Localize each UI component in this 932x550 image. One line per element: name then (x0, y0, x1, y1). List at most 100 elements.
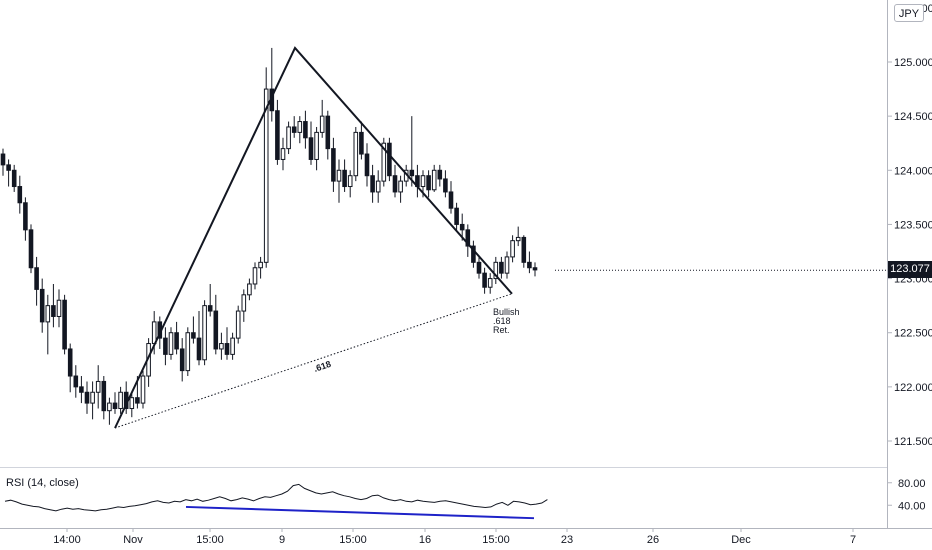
candle (230, 332, 235, 360)
currency-badge[interactable]: JPY (894, 4, 924, 22)
price-tick-label: 121.500 (894, 436, 932, 448)
last-price-tag: 123.077 (888, 261, 932, 278)
time-tick-label: Nov (123, 534, 143, 546)
price-tick-label: 124.000 (894, 165, 932, 177)
candle (291, 116, 297, 138)
rsi-pane: RSI (14, close) (4, 477, 548, 520)
candle-body (45, 305, 51, 323)
candle (39, 278, 45, 333)
candle-body (56, 299, 62, 317)
time-tick-label: 15:00 (482, 534, 510, 546)
candle (527, 251, 532, 274)
candle-body (107, 402, 112, 412)
candle (431, 164, 437, 192)
candle-body (510, 240, 515, 258)
candle (336, 159, 342, 203)
candle (207, 283, 213, 317)
candle (515, 226, 521, 247)
candle-body (207, 305, 213, 312)
candle (107, 397, 112, 425)
candle (286, 121, 291, 155)
candle (426, 170, 431, 198)
candle (213, 294, 219, 355)
candle (6, 159, 11, 187)
time-tick-label: 26 (647, 534, 659, 546)
time-tick-label: 7 (850, 534, 856, 546)
candle-body (258, 261, 263, 269)
candle-body (465, 229, 471, 247)
time-tick-label: Dec (731, 534, 751, 546)
candle-body (235, 310, 241, 339)
candle-body (532, 267, 538, 271)
candle (196, 311, 202, 366)
candle (252, 262, 258, 290)
candle-body (471, 245, 476, 263)
candle-body (101, 380, 107, 412)
candle-body (263, 88, 269, 263)
candle-body (79, 386, 84, 393)
candle-body (297, 121, 303, 133)
candle-body (398, 180, 403, 193)
candle-body (112, 402, 118, 410)
candle-body (241, 294, 247, 312)
candle-body (342, 169, 347, 188)
candle-body (118, 391, 123, 410)
candle-body (437, 169, 443, 180)
candle (331, 137, 336, 192)
price-tick-label: 123.500 (894, 219, 932, 231)
time-tick-label: 14:00 (53, 534, 81, 546)
candle (101, 376, 107, 420)
candle (532, 262, 538, 277)
candle (521, 235, 527, 268)
candle (504, 251, 510, 279)
candle-body (482, 272, 487, 288)
candle (359, 121, 364, 160)
candle-body (454, 207, 459, 225)
candle (23, 197, 28, 241)
candle (112, 392, 118, 414)
candle (79, 376, 84, 404)
candle (247, 278, 252, 301)
candle (185, 327, 191, 377)
candle (84, 381, 90, 414)
candle-body (252, 267, 258, 285)
time-tick-label: 23 (561, 534, 573, 546)
candle-body (224, 343, 230, 355)
candle-body (487, 278, 493, 288)
candle-body (174, 332, 179, 350)
candle-body (51, 305, 56, 317)
candle (118, 386, 123, 414)
candle (487, 273, 493, 294)
candle (364, 143, 370, 187)
candle (482, 267, 487, 294)
candle-body (331, 148, 336, 182)
price-tick-label: 125.000 (894, 57, 932, 69)
price-tick-label: 124.500 (894, 111, 932, 123)
candle (45, 294, 51, 355)
candle-body (521, 236, 527, 263)
candle-body (409, 169, 415, 177)
candle-body (179, 348, 185, 372)
candle-body (73, 375, 79, 388)
time-tick-label: 9 (279, 534, 285, 546)
candle-body (185, 332, 191, 372)
candle (11, 164, 17, 192)
candle-body (286, 126, 291, 150)
candle (314, 126, 319, 171)
candle (392, 164, 398, 198)
candle (347, 170, 353, 198)
candle-body (17, 186, 23, 204)
candle (308, 121, 314, 165)
candle-body (370, 175, 375, 193)
candle-body (84, 391, 90, 404)
candle (353, 126, 359, 182)
candle (62, 294, 67, 355)
candle (263, 67, 269, 268)
candle (375, 170, 381, 203)
candle-body (6, 164, 11, 171)
candle (387, 137, 392, 182)
candle (465, 224, 471, 257)
bullish-label-line: Bullish (493, 307, 520, 317)
